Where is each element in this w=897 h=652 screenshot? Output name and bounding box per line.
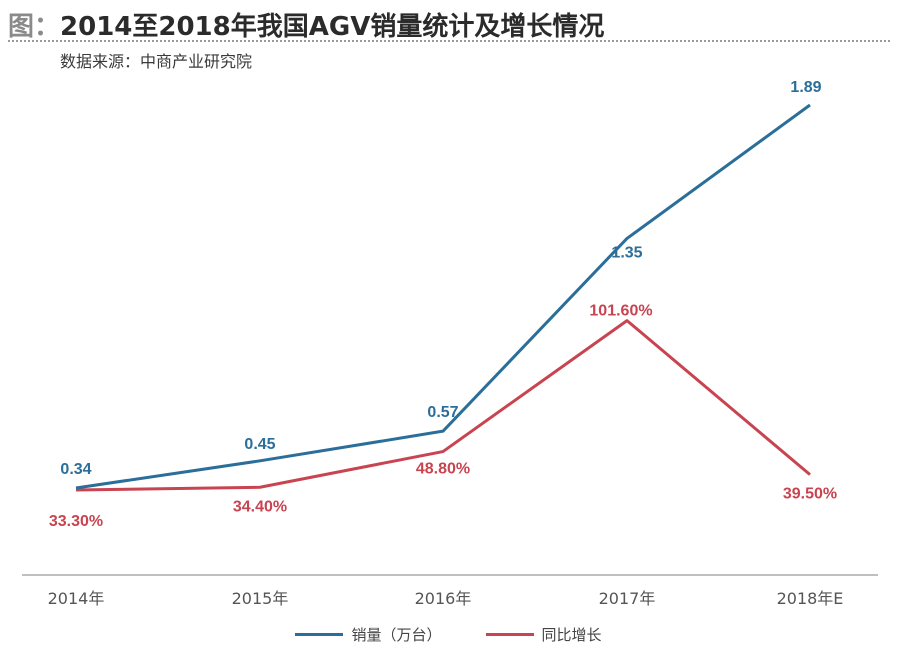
data-label-sales: 0.45 xyxy=(244,436,275,453)
data-label-sales: 0.34 xyxy=(60,461,91,478)
data-label-growth: 101.60% xyxy=(589,303,652,320)
title-prefix: 图： xyxy=(8,12,61,42)
data-label-growth: 33.30% xyxy=(49,513,103,530)
x-tick-label: 2018年E xyxy=(777,589,844,608)
data-label-growth: 39.50% xyxy=(783,486,837,503)
legend-label-growth: 同比增长 xyxy=(541,626,602,644)
legend-item-sales: 销量（万台） xyxy=(295,624,442,645)
data-label-sales: 1.35 xyxy=(611,244,642,261)
data-label-sales: 1.89 xyxy=(790,79,821,96)
x-tick-label: 2015年 xyxy=(232,589,289,608)
x-tick-label: 2014年 xyxy=(48,589,105,608)
data-label-growth: 34.40% xyxy=(233,498,287,515)
x-tick-label: 2017年 xyxy=(599,589,656,608)
x-tick-label: 2016年 xyxy=(415,589,472,608)
chart-header: 图： 2014至2018年我国AGV销量统计及增长情况 xyxy=(8,6,892,43)
data-label-sales: 0.57 xyxy=(427,404,458,421)
title-divider xyxy=(8,40,890,42)
series-line-sales xyxy=(75,103,811,490)
legend-swatch-growth xyxy=(485,633,534,636)
legend-label-sales: 销量（万台） xyxy=(351,626,442,644)
series-line-growth xyxy=(75,319,811,492)
legend: 销量（万台） 同比增长 xyxy=(0,624,897,645)
chart-title: 2014至2018年我国AGV销量统计及增长情况 xyxy=(60,12,605,42)
data-label-growth: 48.80% xyxy=(416,461,470,478)
legend-item-growth: 同比增长 xyxy=(485,624,602,645)
legend-swatch-sales xyxy=(295,633,344,636)
data-source: 数据来源：中商产业研究院 xyxy=(60,52,253,71)
title-row: 图： 2014至2018年我国AGV销量统计及增长情况 xyxy=(8,6,892,43)
